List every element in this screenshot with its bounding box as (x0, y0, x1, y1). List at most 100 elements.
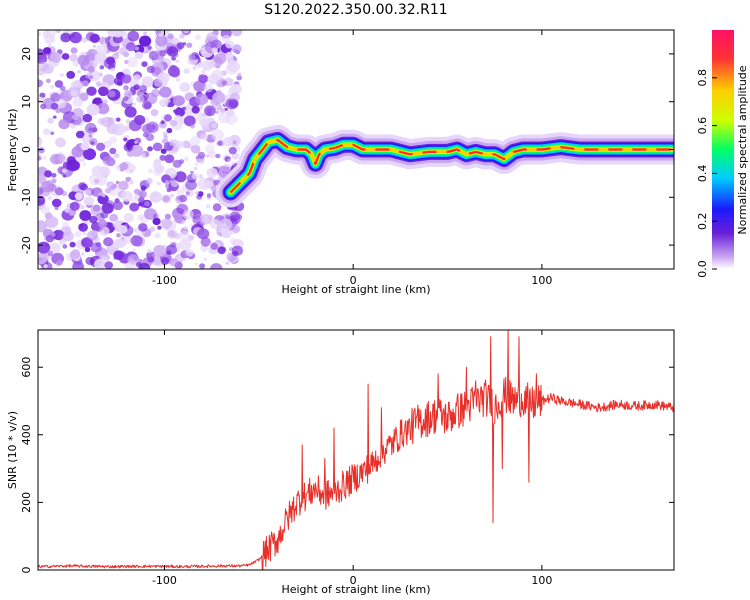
noise-blob (183, 30, 189, 34)
noise-blob (206, 167, 218, 178)
noise-blob (87, 66, 95, 73)
noise-blob (85, 256, 95, 266)
noise-blob (104, 261, 113, 269)
noise-blob (176, 42, 185, 50)
noise-blob (105, 56, 116, 65)
noise-blob (200, 214, 213, 225)
noise-blob (112, 238, 124, 249)
noise-blob (203, 83, 214, 93)
noise-blob (58, 119, 70, 130)
noise-blob (103, 140, 112, 148)
y-tick-label: -10 (20, 188, 33, 206)
noise-blob (132, 102, 136, 106)
noise-blob (210, 185, 217, 192)
noise-blob (152, 73, 157, 77)
noise-blob (56, 260, 63, 266)
noise-blob (81, 37, 87, 43)
noise-blob (164, 114, 172, 122)
noise-blob (95, 81, 102, 87)
noise-blob (142, 132, 149, 138)
noise-blob (174, 107, 185, 118)
noise-blob (151, 253, 156, 257)
noise-blob (169, 193, 175, 198)
x-tick-label: 100 (531, 574, 552, 587)
noise-blob (160, 120, 165, 125)
noise-blob (74, 231, 82, 238)
noise-blob (109, 147, 117, 155)
noise-blob (211, 69, 224, 81)
noise-blob (146, 121, 159, 133)
noise-blob (167, 33, 174, 39)
noise-blob (113, 250, 124, 260)
noise-blob (130, 198, 136, 204)
noise-blob (114, 51, 120, 56)
noise-blob (61, 53, 70, 60)
noise-blob (127, 30, 140, 42)
noise-blob (172, 95, 185, 107)
noise-blob (221, 247, 226, 251)
noise-blob (212, 91, 226, 104)
snr-panel: -100 0 100 0 200 400 600 Height of straight li… (6, 329, 675, 596)
noise-blob (132, 227, 138, 232)
noise-blob (118, 180, 129, 191)
noise-blob (179, 82, 191, 93)
noise-blob (207, 59, 217, 69)
ridge-peak (229, 138, 674, 194)
y-tick-label: 20 (20, 47, 33, 61)
noise-blob (185, 249, 194, 257)
noise-blob (61, 168, 68, 174)
noise-blob (175, 77, 181, 82)
noise-blob (90, 141, 95, 145)
noise-blob (149, 226, 156, 232)
noise-blob (182, 209, 194, 220)
noise-blob (147, 146, 153, 152)
noise-blob (162, 131, 168, 137)
noise-blob (130, 144, 144, 157)
noise-blob (160, 218, 173, 229)
noise-blob (153, 158, 162, 167)
noise-blob (163, 135, 168, 139)
noise-blob (152, 217, 161, 226)
spectral-ridge (215, 124, 674, 208)
y-tick-label: 10 (20, 95, 33, 109)
noise-blob (178, 239, 192, 251)
noise-blob (231, 30, 243, 37)
snr-frame (37, 329, 675, 571)
noise-blob (219, 107, 226, 114)
noise-blob (100, 97, 107, 103)
noise-blob (118, 225, 128, 234)
noise-blob (47, 43, 52, 48)
noise-blob (128, 180, 134, 185)
noise-blob (173, 109, 178, 113)
noise-blob (120, 190, 133, 202)
noise-blob (214, 62, 221, 69)
noise-blob (84, 122, 97, 134)
noise-blob (190, 124, 195, 129)
noise-blob (44, 170, 52, 178)
noise-blob (43, 128, 51, 136)
noise-blob (190, 170, 194, 174)
x-tick-label: 0 (350, 574, 357, 587)
noise-blob (145, 177, 153, 185)
noise-blob (202, 72, 206, 75)
noise-blobs (38, 30, 245, 269)
noise-blob (82, 162, 87, 167)
noise-blob (64, 207, 70, 213)
noise-blob (57, 154, 67, 163)
noise-blob (95, 175, 107, 186)
figure-title: S120.2022.350.00.32.R11 (264, 2, 447, 18)
noise-blob (195, 34, 202, 41)
noise-blob (50, 84, 55, 89)
noise-blob (129, 202, 140, 212)
noise-blob (194, 262, 198, 266)
noise-blob (166, 46, 179, 57)
noise-blob (70, 47, 78, 54)
colorbar-tick-label: 0.6 (696, 117, 709, 135)
noise-blob (115, 180, 120, 185)
noise-blob (171, 56, 177, 61)
noise-blob (146, 65, 155, 74)
noise-blob (50, 131, 55, 135)
noise-blob (78, 182, 87, 190)
